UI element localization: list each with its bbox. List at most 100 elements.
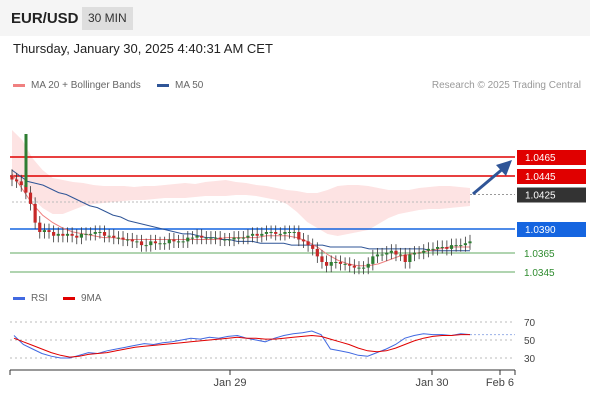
candle-body bbox=[306, 241, 310, 246]
symbol-label: EUR/USD bbox=[11, 10, 79, 27]
chart-header: EUR/USD 30 MIN bbox=[0, 0, 590, 36]
candle-body bbox=[329, 262, 333, 266]
candle-body bbox=[426, 248, 430, 251]
candle-body bbox=[278, 233, 282, 235]
candle-body bbox=[250, 233, 255, 236]
candle-body bbox=[454, 245, 458, 247]
candle-body bbox=[232, 237, 236, 240]
candle-body bbox=[468, 241, 472, 244]
candle-body bbox=[246, 235, 250, 238]
candles bbox=[10, 134, 472, 275]
candle-body bbox=[385, 252, 389, 255]
candle-body bbox=[176, 241, 181, 243]
ma50-legend-label: MA 50 bbox=[175, 80, 204, 91]
level-label-1-0390-box bbox=[517, 222, 586, 237]
candle-body bbox=[172, 239, 176, 242]
candle-body bbox=[84, 233, 88, 235]
candle-body bbox=[93, 232, 97, 234]
candle-body bbox=[241, 237, 245, 239]
rsi-legend-label: RSI bbox=[31, 293, 48, 304]
level-label-1-0345: 1.0345 bbox=[524, 268, 555, 279]
candle-body bbox=[338, 262, 343, 264]
candle-body bbox=[283, 232, 287, 234]
research-credit: Research © 2025 Trading Central bbox=[431, 80, 581, 91]
candle-body bbox=[343, 263, 347, 265]
forecast-arrow bbox=[472, 165, 506, 196]
candle-body bbox=[195, 235, 199, 238]
candle-body bbox=[65, 233, 70, 236]
candle-body bbox=[412, 252, 417, 255]
ma20-legend-label: MA 20 + Bollinger Bands bbox=[31, 80, 141, 91]
candle-body bbox=[15, 179, 19, 182]
candle-body bbox=[33, 203, 37, 223]
candle-body bbox=[121, 237, 125, 240]
level-label-1-0425: 1.0425 bbox=[525, 191, 556, 202]
candle-body bbox=[186, 237, 190, 242]
candle-body bbox=[269, 232, 273, 233]
candle-body bbox=[135, 241, 139, 243]
candle-body bbox=[200, 235, 204, 238]
candle-body bbox=[190, 237, 195, 239]
rsi-tick-50: 50 bbox=[524, 336, 536, 347]
rsi-line bbox=[13, 330, 471, 359]
timeframe-button[interactable]: 30 MIN bbox=[82, 7, 133, 30]
candle-body bbox=[144, 245, 148, 247]
candle-body bbox=[380, 254, 384, 256]
bollinger-band bbox=[12, 130, 470, 236]
timestamp: Thursday, January 30, 2025 4:40:31 AM CE… bbox=[13, 41, 273, 56]
candle-body bbox=[52, 232, 56, 236]
candle-body bbox=[399, 254, 403, 256]
candle-body bbox=[301, 239, 306, 242]
candle-body bbox=[324, 262, 329, 266]
rsi-legend: RSI bbox=[13, 293, 48, 304]
level-label-1-0445-box bbox=[517, 169, 586, 184]
candle-body bbox=[126, 239, 130, 241]
candle-body bbox=[375, 254, 380, 257]
candle-body bbox=[361, 267, 366, 269]
candle-body bbox=[28, 192, 33, 204]
candle-body bbox=[163, 243, 167, 245]
candle-body bbox=[204, 237, 208, 239]
candle-body bbox=[431, 248, 435, 250]
candle-body bbox=[79, 233, 83, 238]
candle-body bbox=[153, 241, 158, 244]
ma20-line bbox=[11, 173, 470, 267]
candle-body bbox=[292, 232, 296, 233]
candle-body bbox=[320, 256, 324, 262]
candle-body bbox=[209, 237, 213, 239]
candle-body bbox=[417, 252, 421, 254]
candle-body bbox=[422, 250, 426, 253]
candle-body bbox=[181, 241, 185, 243]
candle-body bbox=[260, 233, 264, 236]
x-label: Feb 6 bbox=[486, 377, 514, 389]
candle-body-large bbox=[24, 134, 28, 187]
candle-body bbox=[334, 262, 338, 263]
rsi-swatch bbox=[13, 296, 25, 300]
candle-body bbox=[139, 241, 144, 246]
candle-body bbox=[440, 247, 444, 248]
candle-body bbox=[371, 256, 375, 264]
candle-body bbox=[287, 232, 292, 233]
candle-body bbox=[237, 237, 241, 239]
level-label-1-0365: 1.0365 bbox=[524, 249, 555, 260]
candle-body bbox=[218, 237, 222, 240]
ma20-swatch bbox=[13, 83, 25, 87]
candle-body bbox=[130, 239, 134, 242]
ma9-legend-label: 9MA bbox=[81, 293, 102, 304]
candle-body bbox=[70, 233, 74, 236]
candle-body bbox=[24, 185, 28, 193]
candle-body bbox=[357, 267, 361, 269]
candle-body bbox=[61, 233, 65, 236]
candle-body bbox=[19, 181, 23, 186]
candle-body bbox=[89, 233, 93, 235]
ma9-legend: 9MA bbox=[63, 293, 102, 304]
candle-body bbox=[102, 232, 107, 236]
rsi-tick-30: 30 bbox=[524, 354, 536, 365]
candle-body bbox=[56, 233, 60, 236]
level-label-1-0445: 1.0445 bbox=[525, 172, 556, 183]
candle-body bbox=[352, 265, 356, 268]
ma50-line bbox=[11, 169, 470, 252]
candle-body bbox=[112, 235, 116, 238]
candle-body bbox=[227, 239, 232, 241]
